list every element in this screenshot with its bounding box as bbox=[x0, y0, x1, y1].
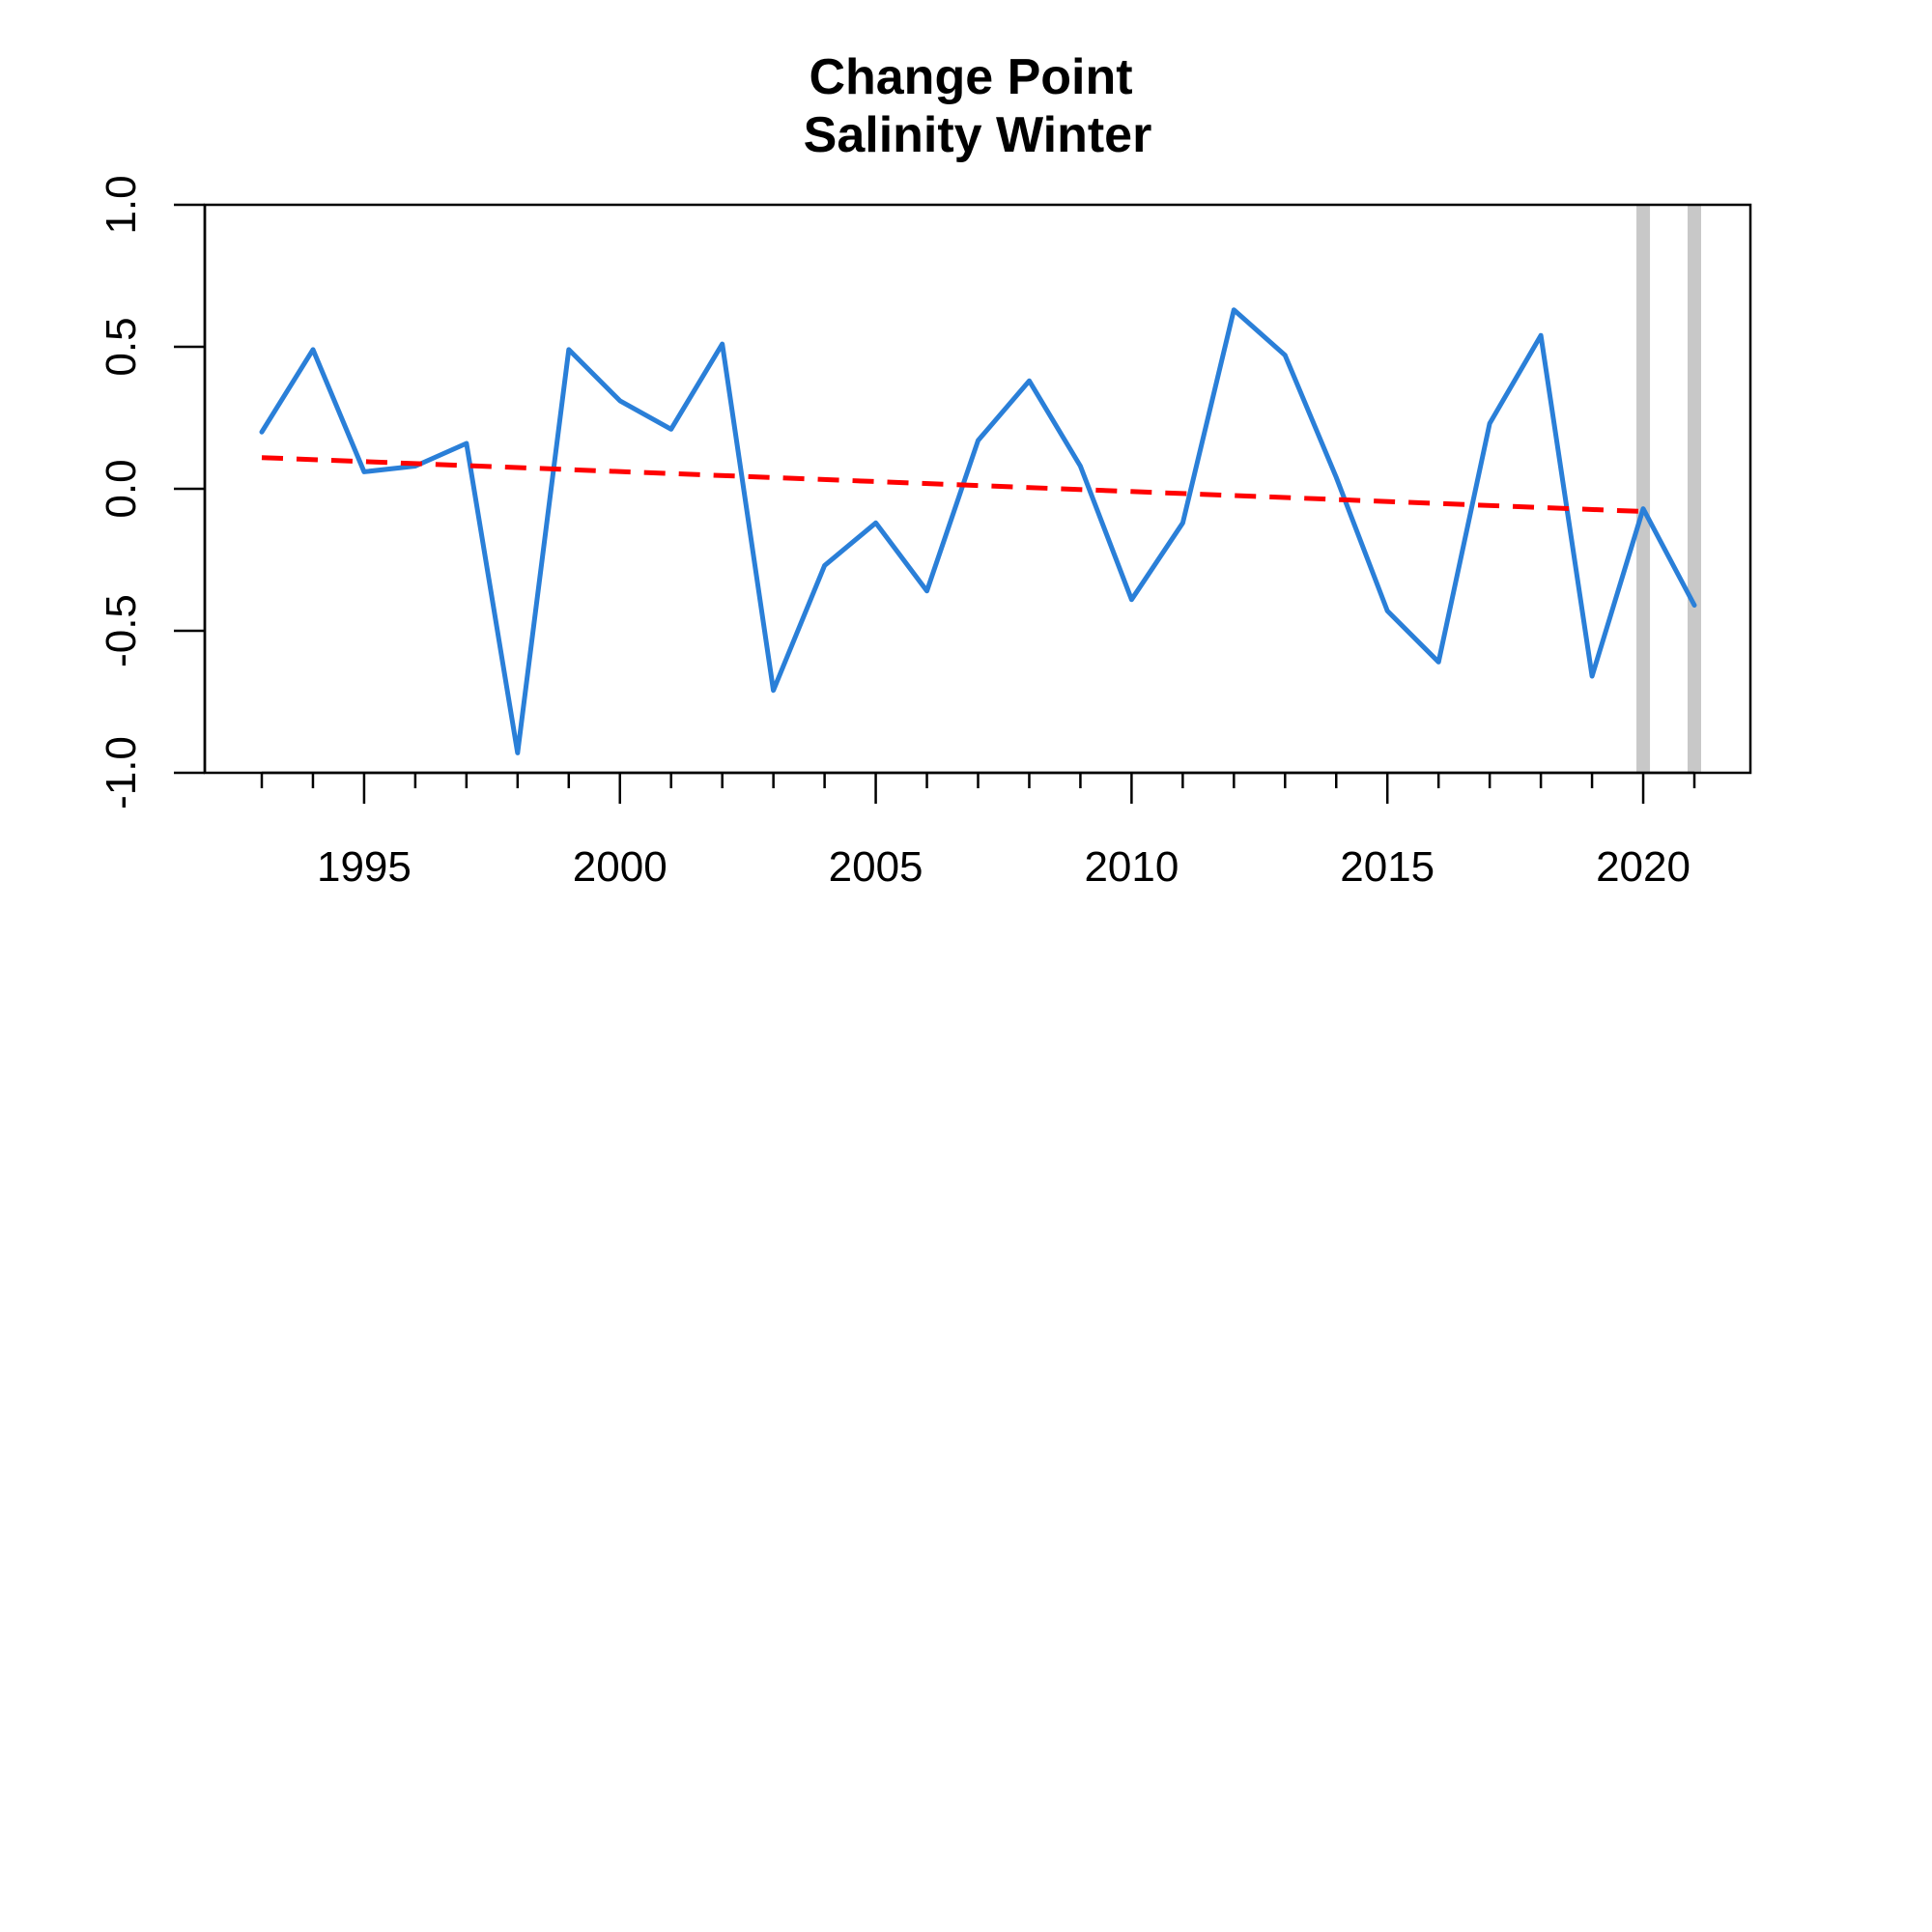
y-tick-label-3: 0.5 bbox=[98, 317, 145, 376]
x-tick-label-2010: 2010 bbox=[1084, 843, 1179, 891]
x-tick-label-1995: 1995 bbox=[317, 843, 412, 891]
chart-subtitle: Salinity Winter bbox=[804, 107, 1152, 163]
y-tick-label-0: -1.0 bbox=[98, 736, 145, 810]
x-tick-label-2005: 2005 bbox=[829, 843, 923, 891]
plot-layer: 1995 2000 2005 2010 2015 2020 -1.0 -0.5 0.0 0.5 1.… bbox=[98, 175, 1752, 891]
chart-title: Change Point bbox=[809, 49, 1132, 105]
x-tick-label-2020: 2020 bbox=[1596, 843, 1690, 891]
series-line bbox=[259, 307, 1697, 755]
y-tick-label-4: 1.0 bbox=[98, 175, 145, 234]
y-tick-label-1: -0.5 bbox=[98, 594, 145, 668]
trend-line bbox=[261, 455, 1644, 514]
y-tick-label-2: 0.0 bbox=[98, 459, 145, 518]
x-tick-label-2015: 2015 bbox=[1340, 843, 1435, 891]
x-tick-label-2000: 2000 bbox=[573, 843, 668, 891]
